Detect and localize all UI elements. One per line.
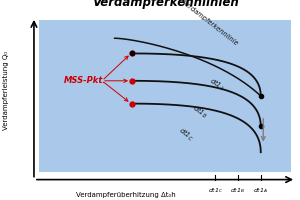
Text: Verdampferkennlinien: Verdampferkennlinien <box>92 0 238 9</box>
Text: dt1$_A$: dt1$_A$ <box>253 186 268 195</box>
Text: dt1$_C$: dt1$_C$ <box>208 186 223 195</box>
Text: MSS-Pkt.: MSS-Pkt. <box>64 76 107 85</box>
Text: Verdampferkennlinie: Verdampferkennlinie <box>180 0 239 47</box>
Text: Verdampferleistung Q₀: Verdampferleistung Q₀ <box>3 50 9 130</box>
Text: dt1$_C$: dt1$_C$ <box>176 125 196 144</box>
Text: Verdampferüberhitzung Δt₀h: Verdampferüberhitzung Δt₀h <box>76 192 176 198</box>
Text: dt1$_B$: dt1$_B$ <box>230 186 246 195</box>
Text: dt1$_A$: dt1$_A$ <box>207 76 226 94</box>
Text: dt1$_B$: dt1$_B$ <box>190 103 210 121</box>
